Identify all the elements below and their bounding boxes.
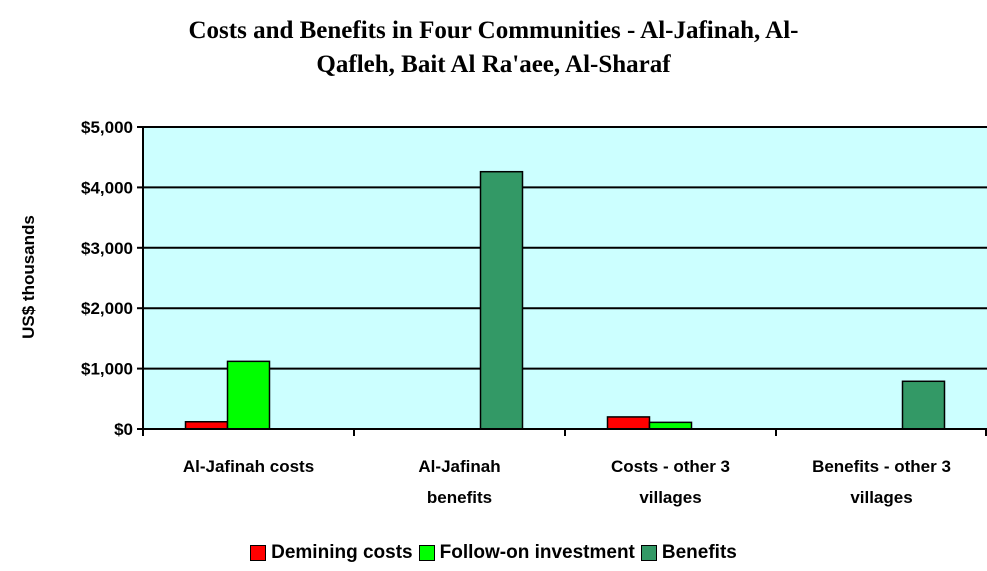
y-tick-label: $4,000 xyxy=(81,178,133,197)
chart-title-line-1: Costs and Benefits in Four Communities -… xyxy=(188,17,799,44)
y-tick-label: $0 xyxy=(114,420,133,439)
legend-swatch xyxy=(640,545,657,561)
chart-title: Costs and Benefits in Four Communities -… xyxy=(0,14,987,82)
category-label: benefits xyxy=(427,488,492,507)
bar-demining-costs-0 xyxy=(184,421,229,430)
y-tick-label: $3,000 xyxy=(81,239,133,258)
y-tick-label: $2,000 xyxy=(81,299,133,318)
category-label: villages xyxy=(850,488,912,507)
chart-title-line-2: Qafleh, Bait Al Ra'aee, Al-Sharaf xyxy=(316,51,671,78)
y-tick-label: $5,000 xyxy=(81,118,133,137)
bar-benefits-3 xyxy=(901,380,946,430)
category-label: Al-Jafinah xyxy=(418,457,500,476)
legend-label: Follow-on investment xyxy=(439,542,635,563)
bar-follow-on-investment-0 xyxy=(226,360,271,430)
bar-demining-costs-2 xyxy=(606,416,651,430)
legend-swatch xyxy=(418,545,435,561)
legend-item: Demining costs xyxy=(250,542,413,564)
legend-item: Follow-on investment xyxy=(418,542,635,564)
category-label: Al-Jafinah costs xyxy=(183,457,314,476)
category-label: Costs - other 3 xyxy=(611,457,730,476)
legend-label: Demining costs xyxy=(271,542,413,563)
legend-label: Benefits xyxy=(661,542,737,563)
plot-background xyxy=(143,127,987,429)
y-tick-label: $1,000 xyxy=(81,360,133,379)
category-label: villages xyxy=(639,488,701,507)
category-label: Benefits - other 3 xyxy=(812,457,951,476)
y-axis-label: US$ thousands xyxy=(19,215,38,339)
bar-benefits-1 xyxy=(479,170,524,430)
legend-swatch xyxy=(250,545,267,561)
legend: Demining costs Follow-on investment Benefi… xyxy=(0,542,987,567)
legend-item: Benefits xyxy=(640,542,737,564)
